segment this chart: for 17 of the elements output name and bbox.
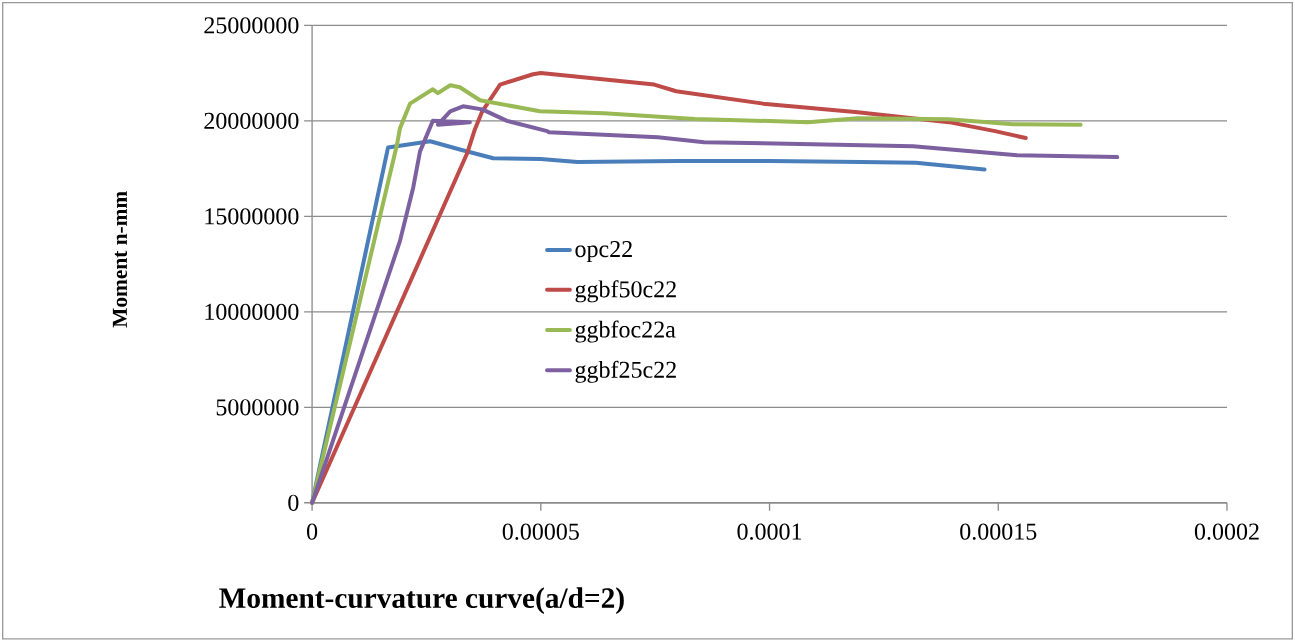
y-tick-label: 0 [288,494,299,511]
legend-label: ggbfoc22a [575,320,676,343]
y-tick-label: 15000000 [205,207,299,225]
x-axis-title: Moment-curvature curve(a/d=2) [219,587,624,614]
y-axis-title: Moment n-mm [112,190,128,328]
legend-label: ggbf50c22 [575,280,676,303]
x-tick-label: 0.0001 [737,523,802,540]
x-tick-label: 0.0002 [1194,523,1259,540]
y-tick-label: 20000000 [204,112,299,129]
legend-label: ggbf25c22 [575,360,676,383]
legend-label: opc22 [575,240,632,262]
y-tick-label: 25000000 [204,17,299,34]
x-tick-label: 0.00015 [960,523,1037,540]
y-tick-label: 5000000 [216,398,299,416]
x-tick-label: 0.00005 [502,523,579,540]
x-tick-label: 0 [307,523,318,540]
y-tick-label: 10000000 [205,303,299,320]
